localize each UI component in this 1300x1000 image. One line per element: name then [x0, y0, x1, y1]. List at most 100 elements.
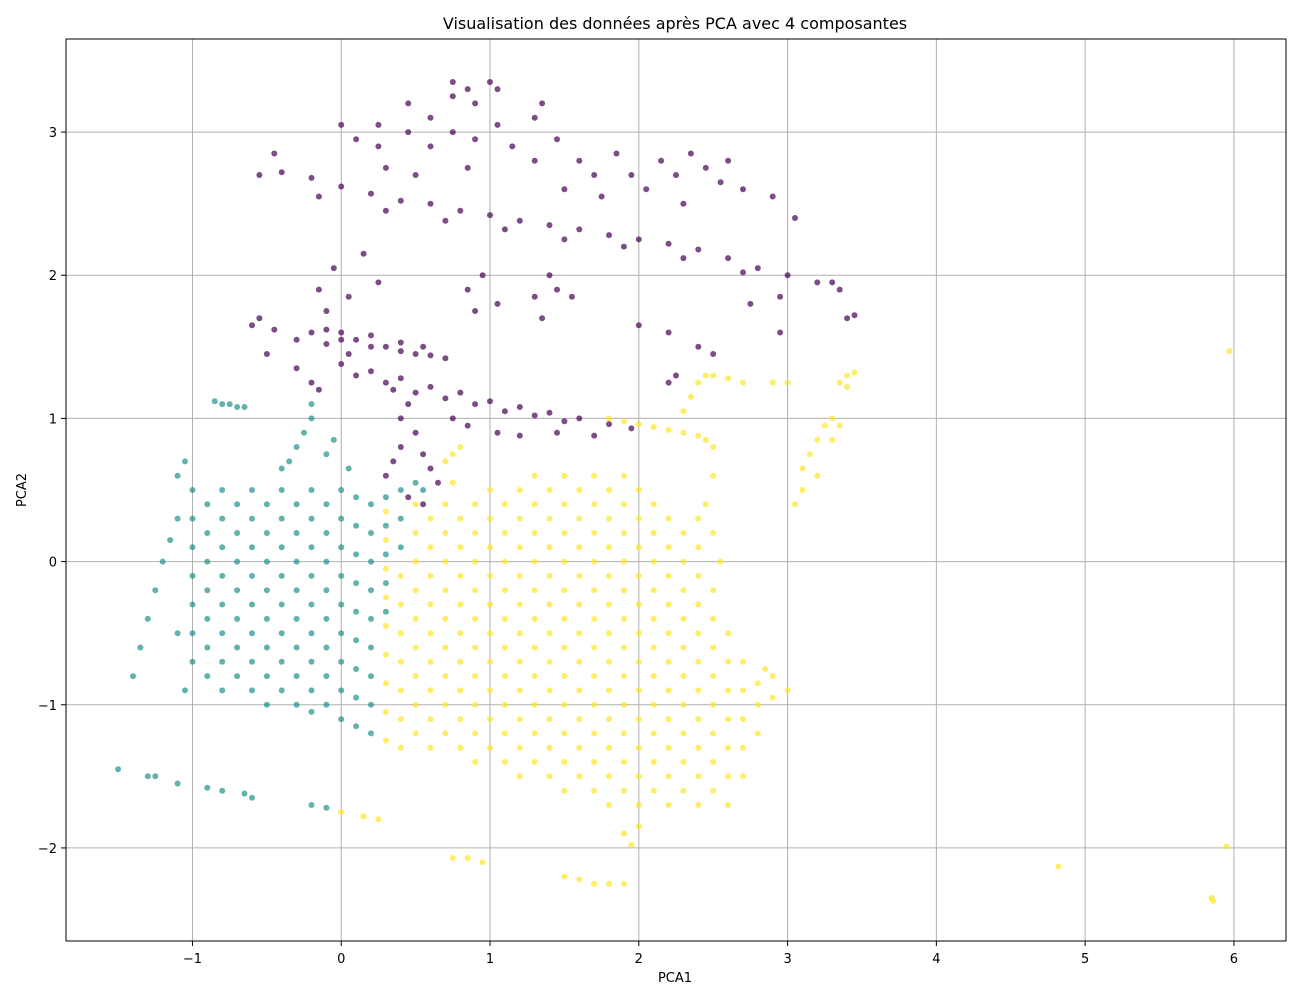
data-point [829, 415, 836, 422]
data-point [308, 515, 315, 522]
data-point [620, 418, 627, 425]
data-point [576, 716, 583, 723]
data-point [449, 79, 456, 85]
data-point [665, 329, 672, 336]
data-point [137, 644, 144, 651]
x-axis-label: PCA1 [658, 971, 692, 986]
data-point [1226, 348, 1233, 355]
data-point [650, 730, 657, 737]
chart-title: Visualisation des données après PCA avec… [443, 14, 907, 33]
data-point [591, 787, 598, 794]
data-point [442, 530, 449, 536]
data-point [472, 615, 479, 622]
data-point [702, 501, 709, 508]
data-point [442, 701, 449, 708]
data-point [382, 522, 389, 529]
data-point [457, 630, 464, 637]
data-point [397, 375, 404, 382]
data-point [382, 737, 389, 744]
data-point [695, 572, 702, 579]
data-point [189, 544, 196, 551]
data-point [620, 701, 627, 708]
data-point [189, 658, 196, 665]
data-point [338, 572, 345, 579]
series-1 [115, 398, 427, 811]
data-point [152, 587, 159, 594]
data-point [606, 716, 612, 723]
data-point [501, 501, 508, 508]
data-point [680, 429, 687, 436]
data-point [368, 332, 374, 339]
data-point [591, 880, 598, 887]
data-point [472, 530, 479, 536]
data-point [427, 687, 434, 694]
data-point [457, 744, 464, 751]
data-point [591, 615, 598, 622]
data-point [695, 601, 702, 608]
data-point [464, 286, 471, 293]
data-point [442, 355, 449, 362]
data-point [509, 143, 516, 150]
x-tick-label: 6 [1230, 952, 1238, 967]
data-point [435, 479, 441, 486]
data-point [665, 658, 672, 665]
data-point [353, 494, 360, 501]
data-point [397, 415, 404, 422]
data-point [368, 368, 374, 375]
data-point [665, 379, 672, 386]
data-point [449, 451, 456, 458]
data-point [591, 501, 598, 508]
data-point [531, 673, 538, 680]
data-point [695, 802, 702, 808]
data-point [576, 601, 583, 608]
data-point [449, 93, 456, 100]
data-point [725, 773, 732, 780]
data-point [695, 515, 702, 522]
data-point [397, 444, 404, 450]
data-point [293, 615, 300, 622]
data-point [821, 422, 828, 429]
data-point [308, 174, 315, 181]
data-point [308, 379, 315, 386]
data-point [249, 572, 255, 579]
data-point [784, 272, 791, 279]
data-point [576, 572, 583, 579]
data-point [442, 615, 449, 622]
data-point [531, 114, 538, 121]
data-point [680, 558, 687, 565]
data-point [546, 222, 553, 229]
data-point [472, 673, 479, 680]
data-point [472, 401, 479, 408]
data-point [457, 687, 464, 694]
data-point [695, 773, 702, 780]
data-point [427, 601, 434, 608]
data-point [687, 393, 694, 400]
data-point [182, 458, 188, 465]
data-point [650, 759, 657, 765]
data-point [680, 615, 687, 622]
data-point [249, 544, 255, 551]
data-point [695, 246, 702, 253]
data-point [516, 716, 523, 723]
data-point [420, 343, 427, 350]
data-point [501, 558, 508, 565]
data-point [650, 787, 657, 794]
data-point [330, 265, 337, 272]
data-point [263, 673, 270, 680]
data-point [479, 859, 486, 866]
data-point [308, 572, 315, 579]
data-point [382, 580, 389, 587]
data-point [576, 773, 583, 780]
series-2 [338, 348, 1233, 904]
data-point [472, 501, 479, 508]
data-point [130, 673, 136, 680]
data-point [234, 615, 241, 622]
data-point [323, 701, 330, 708]
data-point [606, 487, 612, 493]
data-point [263, 701, 270, 708]
data-point [152, 773, 159, 780]
data-point [620, 830, 627, 837]
data-point [531, 701, 538, 708]
data-point [635, 687, 642, 694]
data-point [226, 401, 233, 408]
